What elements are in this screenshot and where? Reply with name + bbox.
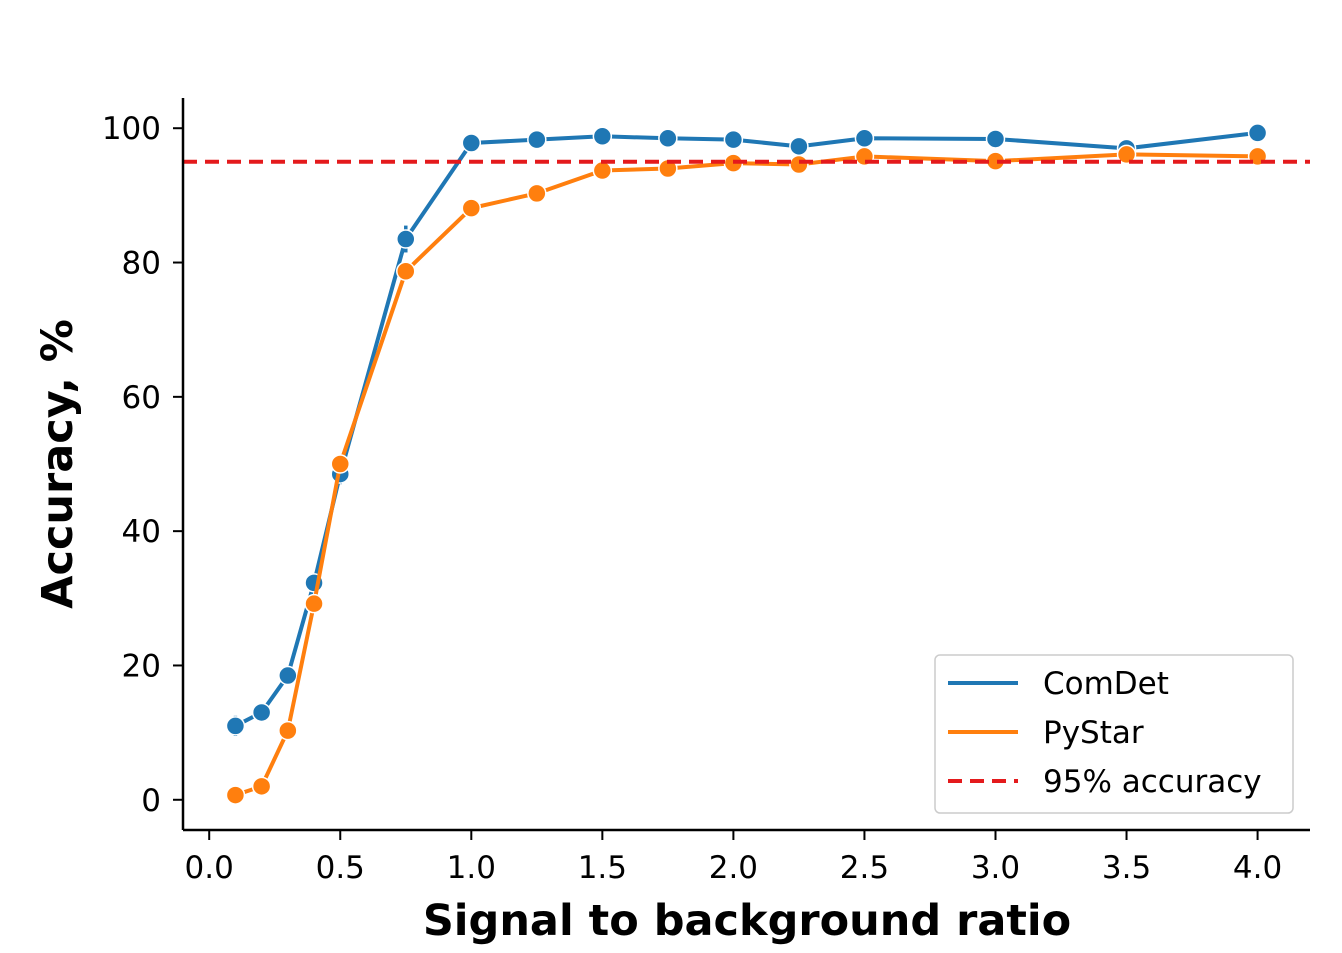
data-point-pystar	[461, 198, 482, 218]
x-tick-label: 2.0	[709, 850, 758, 886]
data-point-pystar	[789, 154, 809, 175]
legend-frame	[934, 654, 1294, 814]
data-point-comdet	[396, 229, 416, 249]
y-tick-label: 40	[122, 514, 161, 550]
legend-label-pystar: PyStar	[1043, 715, 1144, 751]
x-tick-label: 3.0	[971, 850, 1020, 886]
data-point-pystar	[278, 720, 298, 741]
series-line-comdet	[234, 130, 1258, 728]
data-point-comdet	[461, 133, 482, 153]
x-tick-label: 2.5	[840, 850, 889, 886]
data-point-comdet	[789, 136, 809, 157]
y-tick-label: 20	[122, 648, 161, 684]
x-tick-label: 0.5	[316, 850, 365, 886]
x-tick-label: 4.0	[1233, 850, 1282, 886]
plot-area	[183, 123, 1310, 805]
data-point-pystar	[225, 785, 246, 805]
data-point-pystar	[1116, 144, 1137, 165]
data-point-comdet	[854, 128, 875, 149]
legend: ComDet PyStar 95% accuracy	[934, 654, 1294, 814]
data-point-pystar	[251, 776, 272, 797]
x-tick-label: 0.0	[185, 850, 234, 886]
data-point-pystar	[304, 593, 324, 614]
data-point-pystar	[396, 261, 416, 282]
legend-label-comdet: ComDet	[1043, 666, 1169, 702]
data-point-pystar	[527, 183, 547, 204]
series-comdet	[225, 123, 1268, 736]
data-point-pystar	[330, 454, 351, 474]
x-axis: 0.0 0.5 1.0 1.5 2.0 2.5 3.0 3.5 4.0	[183, 828, 1310, 886]
data-point-pystar	[658, 158, 678, 179]
series-line-pystar	[234, 152, 1258, 797]
data-point-comdet	[985, 129, 1006, 149]
data-point-pystar	[592, 160, 613, 181]
x-tick-label: 1.0	[447, 850, 496, 886]
data-point-comdet	[225, 716, 246, 736]
x-axis-title: Signal to background ratio	[423, 896, 1071, 946]
y-tick-label: 100	[102, 111, 161, 147]
series-pystar	[225, 144, 1268, 805]
data-point-comdet	[251, 702, 272, 723]
data-point-comdet	[1247, 123, 1268, 143]
y-axis: 0 20 40 60 80 100	[102, 98, 185, 830]
data-point-comdet	[723, 129, 744, 150]
y-tick-label: 60	[122, 380, 161, 416]
y-axis-title: Accuracy, %	[33, 319, 83, 609]
data-point-comdet	[658, 128, 678, 149]
y-tick-label: 0	[141, 783, 161, 819]
data-point-comdet	[592, 126, 613, 147]
y-tick-label: 80	[122, 246, 161, 282]
data-point-comdet	[527, 129, 547, 150]
legend-label-reference: 95% accuracy	[1043, 764, 1262, 800]
x-tick-label: 3.5	[1102, 850, 1151, 886]
x-tick-label: 1.5	[578, 850, 627, 886]
data-point-comdet	[278, 665, 298, 686]
